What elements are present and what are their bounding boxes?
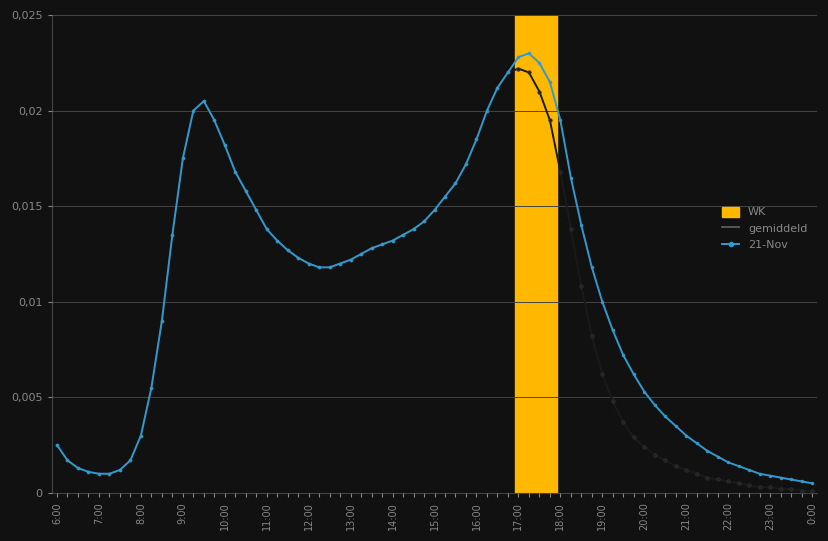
gemiddeld [796,487,806,494]
gemiddeld [691,471,700,477]
21-Nov [219,142,229,148]
21-Nov [744,467,753,473]
21-Nov [523,50,533,57]
Legend: WK, gemiddeld, 21-Nov: WK, gemiddeld, 21-Nov [717,202,811,255]
gemiddeld [513,65,522,72]
gemiddeld [744,482,753,489]
21-Nov [712,453,722,460]
Line: 21-Nov: 21-Nov [55,51,813,485]
21-Nov [52,442,62,448]
21-Nov [429,207,439,213]
21-Nov [303,260,313,267]
21-Nov [691,440,700,446]
Line: gemiddeld: gemiddeld [55,67,813,493]
gemiddeld [712,476,722,483]
gemiddeld [219,142,229,148]
Bar [515,15,556,493]
21-Nov [806,480,816,486]
gemiddeld [806,487,816,494]
gemiddeld [303,260,313,267]
gemiddeld [429,207,439,213]
gemiddeld [52,442,62,448]
